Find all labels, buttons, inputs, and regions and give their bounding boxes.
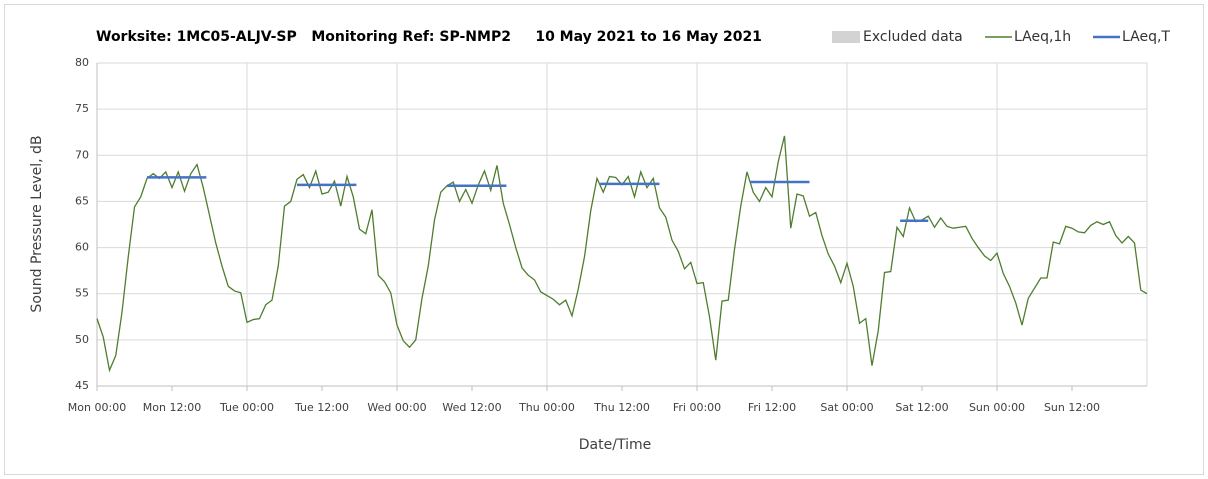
x-tick-label: Tue 00:00 [219, 401, 274, 414]
x-tick-label: Fri 12:00 [748, 401, 796, 414]
chart-title: Worksite: 1MC05-ALJV-SP Monitoring Ref: … [96, 29, 762, 45]
y-axis-label: Sound Pressure Level, dB [29, 135, 45, 312]
y-tick-label: 65 [75, 194, 89, 207]
x-tick-label: Sun 12:00 [1044, 401, 1100, 414]
y-tick-label: 75 [75, 102, 89, 115]
legend-swatch [832, 31, 860, 43]
x-tick-label: Mon 12:00 [143, 401, 201, 414]
legend-label: Excluded data [863, 29, 963, 45]
x-tick-label: Sun 00:00 [969, 401, 1025, 414]
y-tick-label: 50 [75, 333, 89, 346]
y-tick-label: 45 [75, 379, 89, 392]
x-tick-label: Wed 12:00 [442, 401, 501, 414]
y-tick-label: 80 [75, 56, 89, 69]
x-tick-label: Thu 12:00 [593, 401, 650, 414]
y-tick-label: 55 [75, 287, 89, 300]
x-tick-label: Mon 00:00 [68, 401, 126, 414]
x-axis-label: Date/Time [579, 437, 651, 453]
y-tick-label: 60 [75, 241, 89, 254]
x-tick-label: Thu 00:00 [518, 401, 575, 414]
x-tick-label: Fri 00:00 [673, 401, 721, 414]
x-tick-label: Tue 12:00 [294, 401, 349, 414]
y-tick-label: 70 [75, 148, 89, 161]
chart-frame [4, 4, 1204, 475]
x-tick-label: Sat 00:00 [820, 401, 873, 414]
x-tick-label: Sat 12:00 [895, 401, 948, 414]
legend-label: LAeq,1h [1014, 29, 1071, 45]
x-tick-label: Wed 00:00 [367, 401, 426, 414]
legend-label: LAeq,T [1122, 29, 1170, 45]
